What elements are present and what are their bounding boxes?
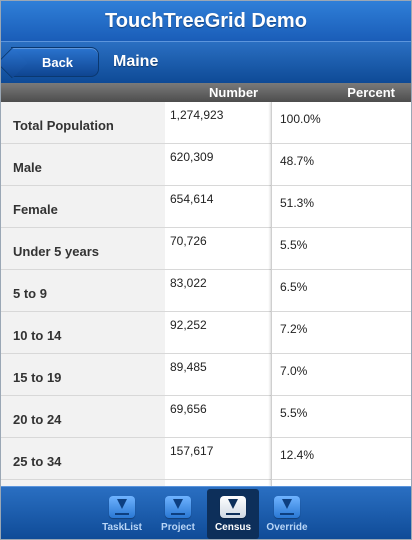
row-number (165, 480, 271, 486)
column-header: Number Percent (1, 83, 411, 102)
table-row[interactable] (1, 480, 411, 486)
table-row[interactable]: Female 654,614 (1, 186, 411, 228)
table-row[interactable]: 20 to 24 69,656 (1, 396, 411, 438)
row-percent: 5.5% (272, 228, 411, 270)
download-icon (274, 496, 300, 518)
tab-label: Census (214, 522, 252, 533)
row-number: 70,726 (165, 228, 271, 270)
table-row[interactable]: 25 to 34 157,617 (1, 438, 411, 480)
tab-label: TaskList (102, 522, 142, 533)
row-percent: 12.4% (272, 438, 411, 480)
app-title-bar: TouchTreeGrid Demo (1, 1, 411, 41)
tab-project[interactable]: Project (152, 489, 204, 539)
app-title: TouchTreeGrid Demo (105, 9, 307, 32)
percent-column: 100.0% 48.7% 51.3% 5.5% 6.5% 7.2% 7.0% 5.5% 12.4… (271, 102, 411, 486)
tab-bar: TaskList Project Census Override (1, 486, 411, 539)
row-number: 654,614 (165, 186, 271, 228)
download-icon (165, 496, 191, 518)
row-percent: 7.2% (272, 312, 411, 354)
table-row[interactable]: 10 to 14 92,252 (1, 312, 411, 354)
row-percent: 100.0% (272, 102, 411, 144)
tab-label: Project (161, 522, 195, 533)
tab-census[interactable]: Census (207, 489, 259, 539)
row-label: Female (1, 186, 165, 228)
column-header-percent[interactable]: Percent (347, 85, 395, 100)
table-row[interactable]: 5 to 9 83,022 (1, 270, 411, 312)
tab-tasklist[interactable]: TaskList (96, 489, 148, 539)
row-label: 15 to 19 (1, 354, 165, 396)
table-row[interactable]: Total Population 1,274,923 (1, 102, 411, 144)
nav-bar: Back Maine (1, 41, 411, 83)
row-label: 25 to 34 (1, 438, 165, 480)
row-number: 69,656 (165, 396, 271, 438)
tab-override[interactable]: Override (261, 489, 313, 539)
row-percent: 48.7% (272, 144, 411, 186)
data-grid[interactable]: Total Population 1,274,923 Male 620,309 Fema… (1, 102, 411, 486)
row-percent: 7.0% (272, 354, 411, 396)
row-number: 157,617 (165, 438, 271, 480)
row-number: 83,022 (165, 270, 271, 312)
back-button[interactable]: Back (11, 47, 99, 77)
row-number: 1,274,923 (165, 102, 271, 144)
tab-label: Override (266, 522, 308, 533)
page-title: Maine (113, 53, 159, 70)
row-number: 92,252 (165, 312, 271, 354)
table-row[interactable]: Male 620,309 (1, 144, 411, 186)
row-label: Total Population (1, 102, 165, 144)
row-label: Under 5 years (1, 228, 165, 270)
row-percent: 6.5% (272, 270, 411, 312)
download-icon (109, 496, 135, 518)
back-button-label: Back (41, 54, 74, 70)
row-number: 620,309 (165, 144, 271, 186)
row-percent: 51.3% (272, 186, 411, 228)
row-label: 20 to 24 (1, 396, 165, 438)
row-label: Male (1, 144, 165, 186)
table-row[interactable]: 15 to 19 89,485 (1, 354, 411, 396)
download-icon (220, 496, 246, 518)
row-percent: 5.5% (272, 396, 411, 438)
row-label: 10 to 14 (1, 312, 165, 354)
row-label (1, 480, 165, 486)
row-number: 89,485 (165, 354, 271, 396)
column-header-number[interactable]: Number (209, 85, 259, 100)
table-row[interactable]: Under 5 years 70,726 (1, 228, 411, 270)
row-label: 5 to 9 (1, 270, 165, 312)
